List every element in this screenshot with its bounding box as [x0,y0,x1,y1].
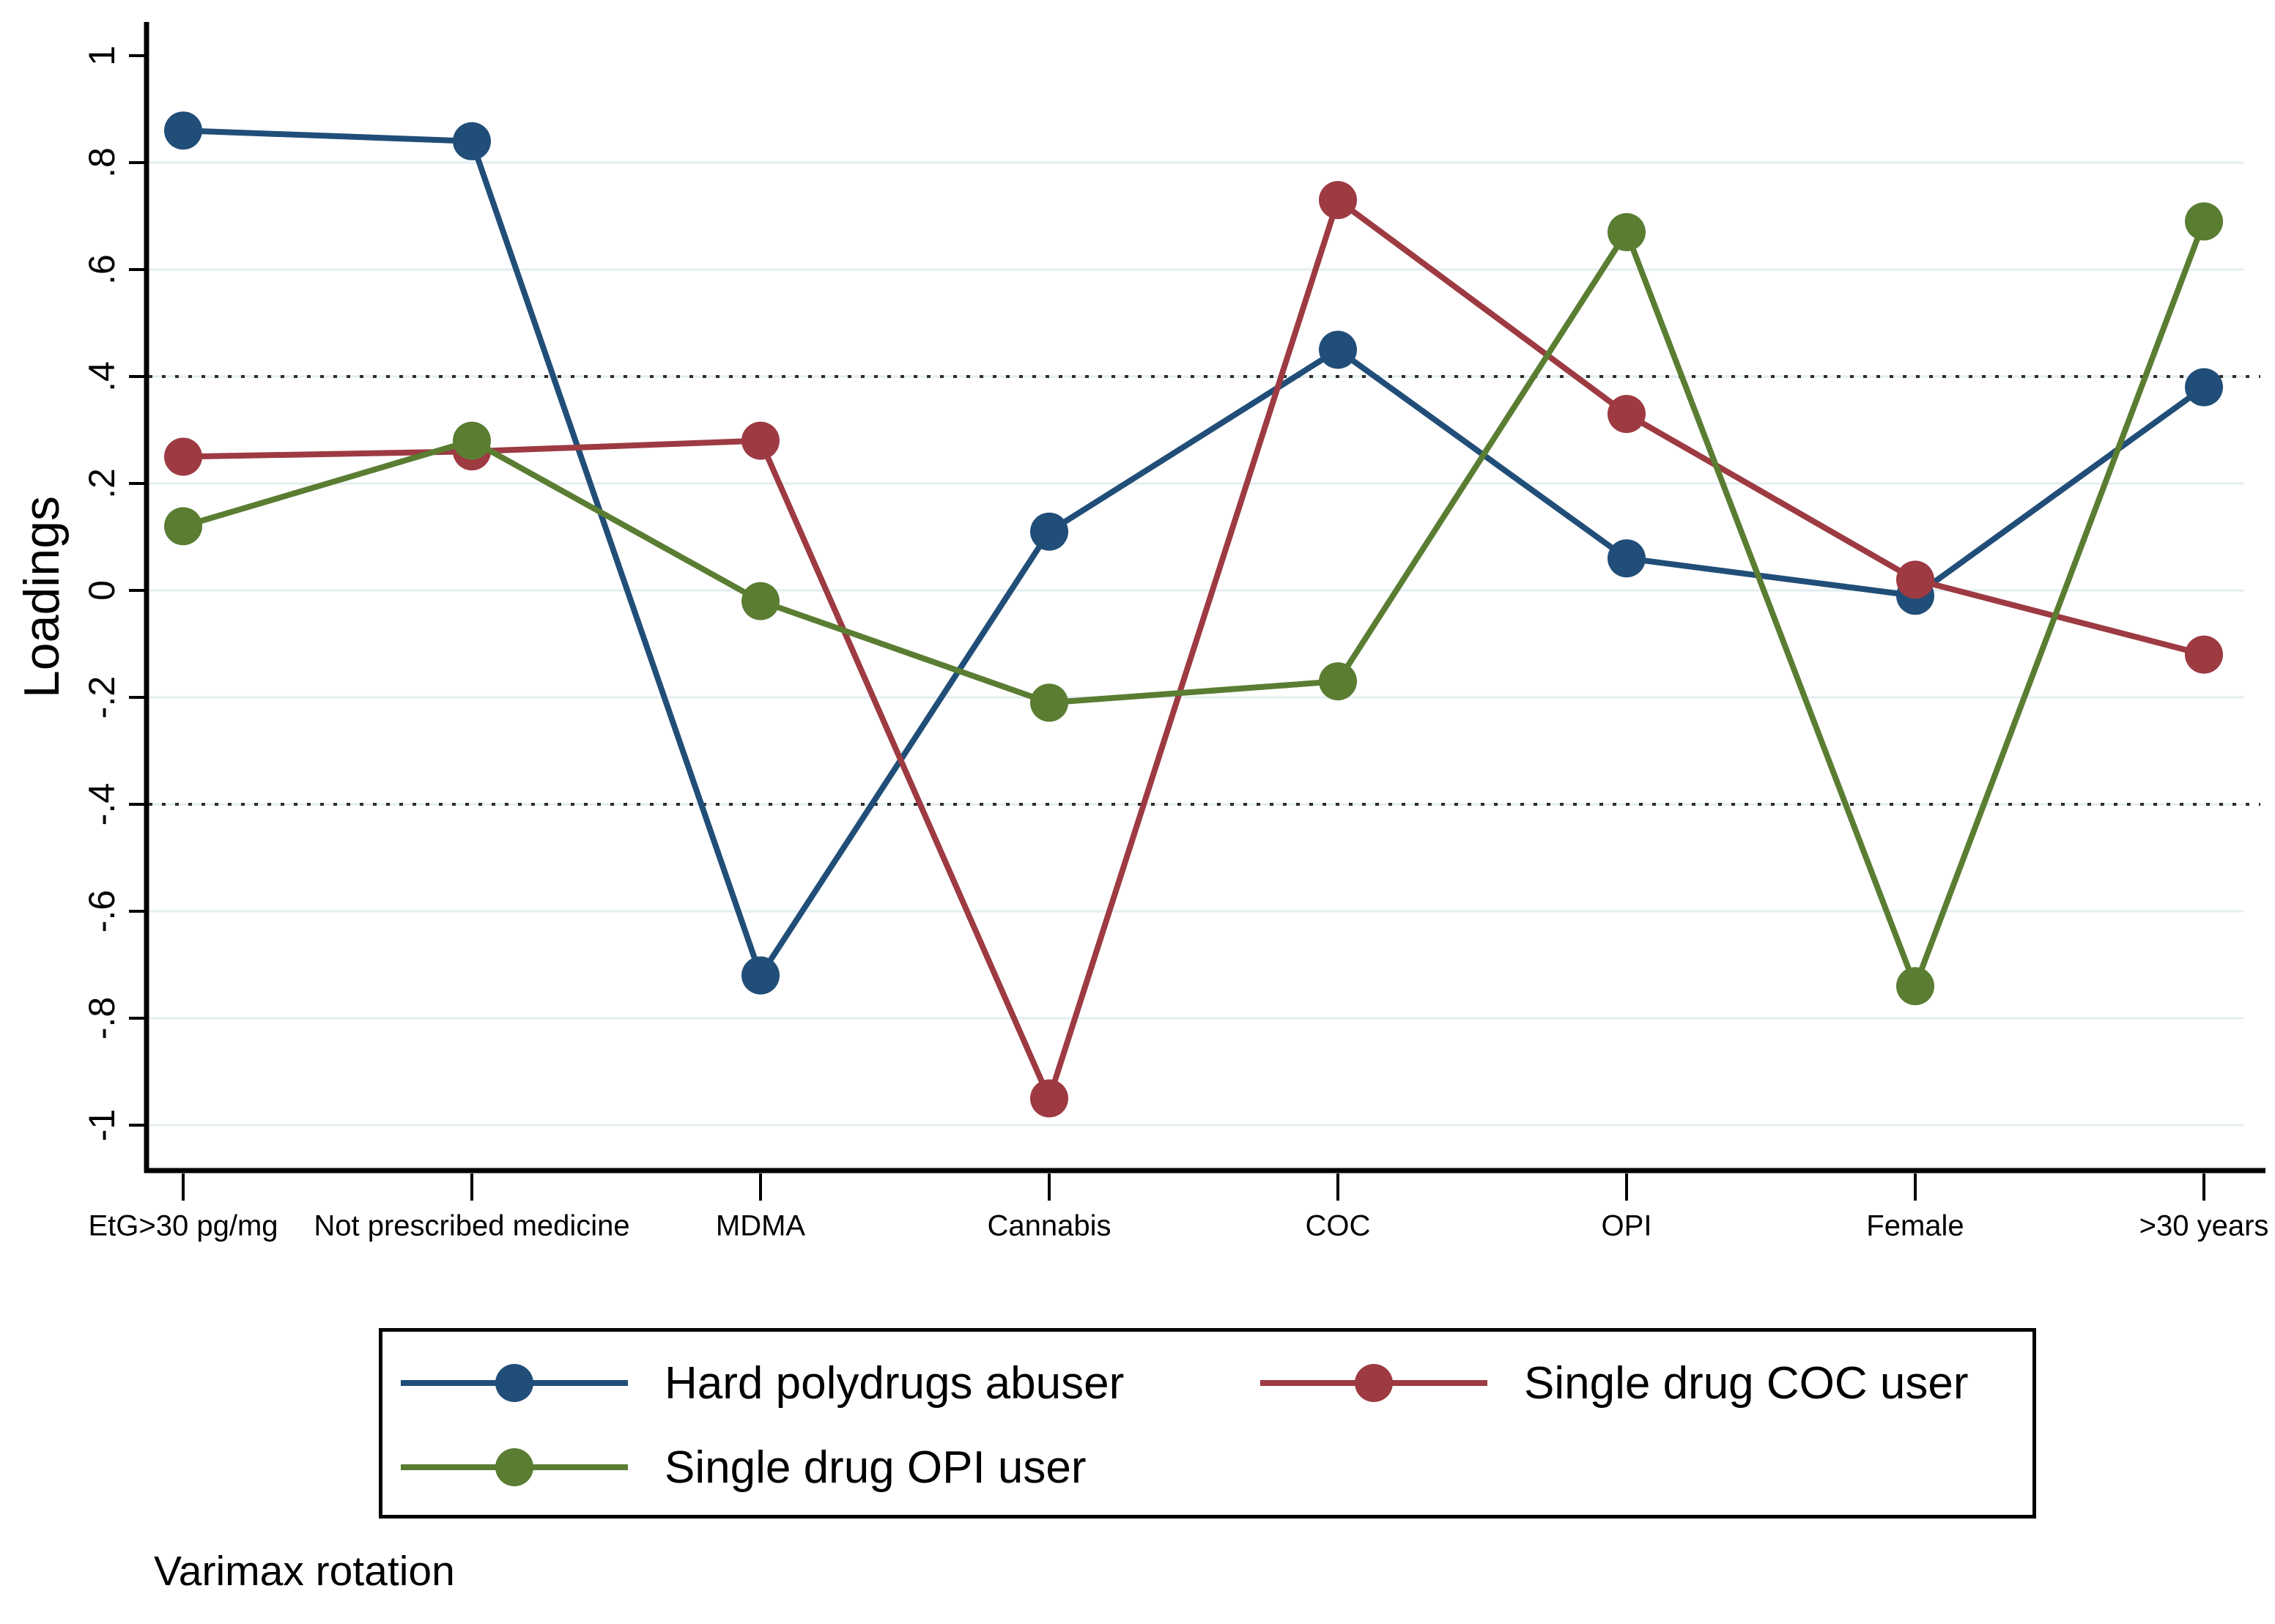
data-point-hard-polydrugs-abuser [453,122,491,160]
series-single-drug-opi-user [164,202,2223,1006]
data-point-single-drug-opi-user [2185,202,2223,241]
legend-dot-swatch [495,1448,533,1486]
y-tick-label: .6 [81,254,122,285]
legend-label-single-drug-opi-user: Single drug OPI user [665,1442,1087,1493]
legend-marker-hard-polydrugs-abuser [401,1361,628,1405]
y-tick-label: .8 [81,147,122,178]
data-point-single-drug-coc-user [164,437,202,476]
series-line-single-drug-coc-user [182,195,2205,1107]
data-point-single-drug-coc-user [1608,395,1646,434]
data-point-single-drug-coc-user [2185,635,2223,674]
series-line-single-drug-opi-user [182,220,2207,995]
data-point-single-drug-opi-user [164,507,202,546]
data-point-hard-polydrugs-abuser [1608,539,1646,578]
legend-label-hard-polydrugs-abuser: Hard polydrugs abuser [665,1357,1125,1409]
x-axis-category-label: Not prescribed medicine [314,1210,629,1242]
x-axis-category-label: EtG>30 pg/mg [88,1210,278,1242]
legend-item-single-drug-opi-user: Single drug OPI user [401,1427,1087,1508]
legend: Hard polydrugs abuser Single drug COC us… [379,1328,2036,1519]
x-axis-category-label: Cannabis [987,1210,1111,1242]
data-point-single-drug-opi-user [1030,683,1068,722]
y-tick-label: -.2 [81,676,122,719]
data-point-hard-polydrugs-abuser [2185,368,2223,407]
data-point-single-drug-opi-user [1319,662,1357,701]
data-point-single-drug-coc-user [1896,560,1934,599]
figure-caption: Varimax rotation [154,1548,455,1595]
data-point-hard-polydrugs-abuser [1319,330,1357,369]
data-point-single-drug-opi-user [453,421,491,460]
series-line-hard-polydrugs-abuser [182,127,2206,982]
data-point-single-drug-coc-user [1319,181,1357,220]
data-point-hard-polydrugs-abuser [1030,512,1068,551]
legend-dot-swatch [495,1364,533,1402]
x-axis-category-label: OPI [1602,1210,1652,1242]
legend-marker-single-drug-opi-user [401,1445,628,1489]
data-point-single-drug-coc-user [741,421,780,460]
series-hard-polydrugs-abuser [164,111,2223,995]
data-point-single-drug-coc-user [1030,1079,1068,1118]
data-point-hard-polydrugs-abuser [741,956,780,995]
legend-label-single-drug-coc-user: Single drug COC user [1524,1357,1969,1409]
data-point-single-drug-opi-user [1896,967,1934,1006]
y-tick-label: 1 [81,45,122,66]
y-tick-label: -1 [81,1109,122,1141]
x-axis-category-label: >30 years [2139,1210,2269,1242]
y-axis-title: Loadings [14,496,70,698]
data-point-single-drug-opi-user [741,582,780,620]
legend-marker-single-drug-coc-user [1260,1361,1487,1405]
y-tick-label: -.8 [81,997,122,1039]
legend-dot-swatch [1355,1364,1393,1402]
x-axis-category-label: MDMA [716,1210,806,1242]
y-tick-label: .2 [81,468,122,499]
y-tick-label: -.4 [81,783,122,826]
x-axis-category-label: Female [1866,1210,1964,1242]
data-point-hard-polydrugs-abuser [164,111,202,150]
y-tick-label: .4 [81,361,122,392]
y-tick-label: -.6 [81,890,122,932]
y-tick-label: 0 [81,580,122,601]
x-axis-category-label: COC [1306,1210,1371,1242]
data-point-single-drug-opi-user [1608,212,1646,251]
legend-item-hard-polydrugs-abuser: Hard polydrugs abuser [401,1343,1124,1423]
legend-item-single-drug-coc-user: Single drug COC user [1260,1343,1969,1423]
